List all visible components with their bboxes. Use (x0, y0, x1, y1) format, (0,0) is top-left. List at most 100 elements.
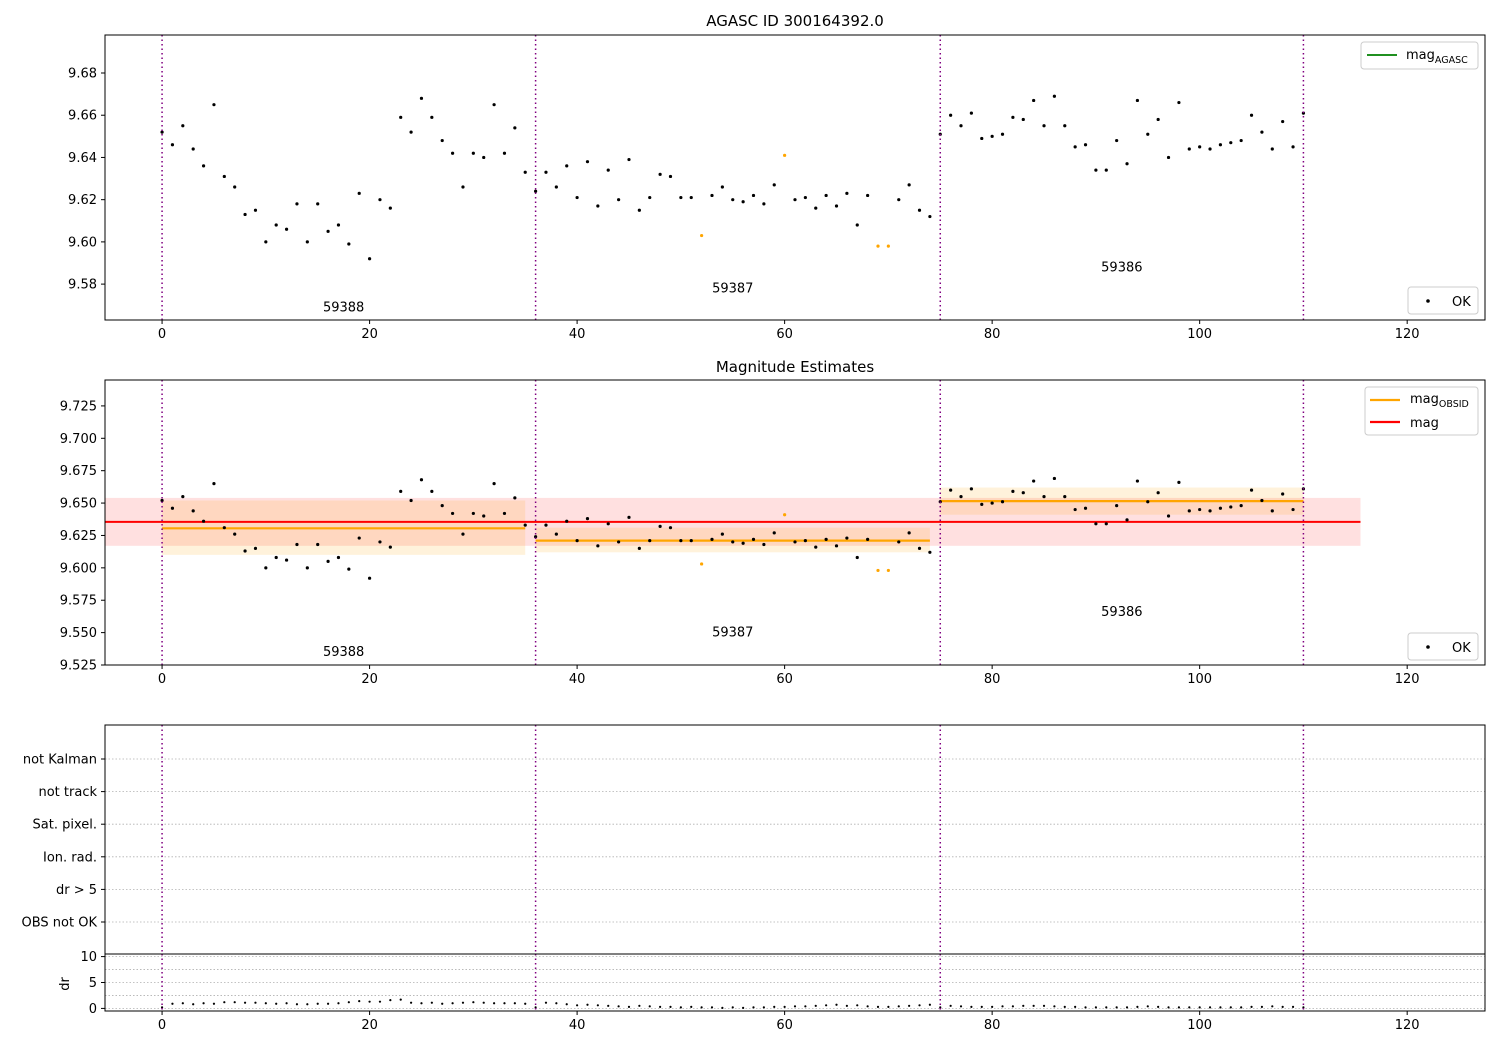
ok-point (523, 523, 527, 527)
dr-point (804, 1005, 807, 1008)
ok-point (347, 242, 351, 246)
ok-point (1249, 488, 1254, 492)
legend-ok-label: OK (1452, 295, 1471, 310)
panel-agasc-title: AGASC ID 300164392.0 (706, 12, 884, 30)
outlier-point (700, 233, 704, 238)
ok-point (834, 544, 839, 548)
ok-point (575, 539, 579, 543)
ok-point (741, 541, 745, 545)
ok-point (1021, 491, 1025, 495)
outlier-point (876, 244, 880, 248)
legend-agasc-sub: AGASC (1435, 55, 1468, 66)
ok-point (1125, 518, 1129, 522)
dr-point (233, 1001, 236, 1004)
dr-point (181, 1002, 184, 1005)
ok-point (1135, 479, 1140, 483)
dr-point (337, 1002, 340, 1005)
y-tick-label: 9.525 (60, 659, 97, 674)
legend-estimates: magOBSID mag (1364, 386, 1479, 436)
ok-point (1166, 155, 1171, 160)
ok-point (492, 103, 496, 107)
dr-point (420, 1002, 423, 1005)
y-tick-label: 9.64 (68, 151, 97, 166)
x-tick-label: 40 (569, 1018, 586, 1033)
ok-point (409, 130, 413, 134)
ok-point (1270, 147, 1274, 151)
ok-point (1218, 506, 1223, 510)
ok-point (928, 550, 932, 554)
ok-point (1042, 124, 1046, 128)
x-tick-label: 100 (1187, 1018, 1212, 1033)
dr-point (1022, 1004, 1025, 1007)
dr-point (1219, 1006, 1222, 1009)
ok-point (274, 555, 278, 560)
ok-point (1187, 509, 1191, 513)
ok-point (866, 193, 870, 198)
x-tick-label: 100 (1187, 672, 1212, 687)
flag-label: OBS not OK (22, 916, 98, 931)
svg-text:magOBSID: magOBSID (1410, 392, 1469, 410)
ok-point (430, 489, 434, 494)
ok-point (316, 542, 320, 547)
legend-obsid-label: mag (1410, 392, 1439, 407)
y-tick-label: 9.625 (60, 529, 97, 544)
dr-point (783, 1005, 786, 1008)
ok-point (969, 111, 973, 115)
panel-flags: not Kalman not track Sat. pixel. Ion. rad. d… (22, 724, 1486, 955)
ok-point (907, 183, 911, 187)
dr-point (1260, 1005, 1264, 1008)
ok-point (1011, 115, 1015, 119)
dr-point (1177, 1006, 1181, 1009)
ok-point (336, 223, 341, 227)
ok-point (274, 223, 278, 227)
outlier-point (783, 513, 787, 517)
panel-agasc-frame (104, 34, 1486, 321)
ok-point (1115, 138, 1119, 143)
ok-point (492, 482, 496, 486)
ok-point (720, 532, 724, 536)
ok-point (990, 501, 994, 505)
y-tick-label: 9.62 (68, 193, 97, 208)
ok-point (824, 193, 828, 198)
ok-point (326, 559, 330, 563)
flag-label: Sat. pixel. (33, 818, 97, 833)
x-tick-label: 40 (569, 672, 586, 687)
ok-point (1104, 522, 1108, 526)
ok-point (502, 511, 507, 516)
ok-point (305, 240, 309, 244)
ok-point (793, 198, 797, 202)
ok-point (1291, 507, 1295, 512)
ok-point (679, 539, 683, 543)
ok-point (596, 544, 600, 548)
ok-point (264, 240, 268, 244)
ok-point (482, 155, 486, 160)
ok-point (430, 115, 434, 119)
ok-point (170, 143, 175, 147)
ok-point (845, 191, 849, 195)
ok-point (1198, 507, 1202, 512)
dr-point (1084, 1006, 1087, 1009)
dr-point (866, 1005, 869, 1008)
ok-point (212, 482, 216, 486)
ok-point (222, 174, 226, 179)
dr-point (991, 1005, 994, 1008)
x-tick-label: 60 (776, 672, 793, 687)
ok-point (1094, 168, 1098, 172)
dr-point (254, 1001, 257, 1004)
ok-point (1083, 506, 1088, 510)
ok-point (1083, 143, 1088, 147)
ok-point (617, 540, 621, 544)
dr-point (1208, 1006, 1212, 1009)
ok-point (513, 496, 517, 500)
ok-point (689, 195, 693, 200)
ok-point (793, 540, 797, 544)
dr-point (897, 1005, 900, 1008)
ok-point (637, 546, 641, 551)
dr-point (1302, 1006, 1305, 1009)
dr-point (980, 1005, 983, 1008)
ok-point (803, 195, 807, 200)
ok-point (959, 124, 963, 128)
ok-point (502, 151, 507, 155)
dr-point (482, 1001, 485, 1004)
